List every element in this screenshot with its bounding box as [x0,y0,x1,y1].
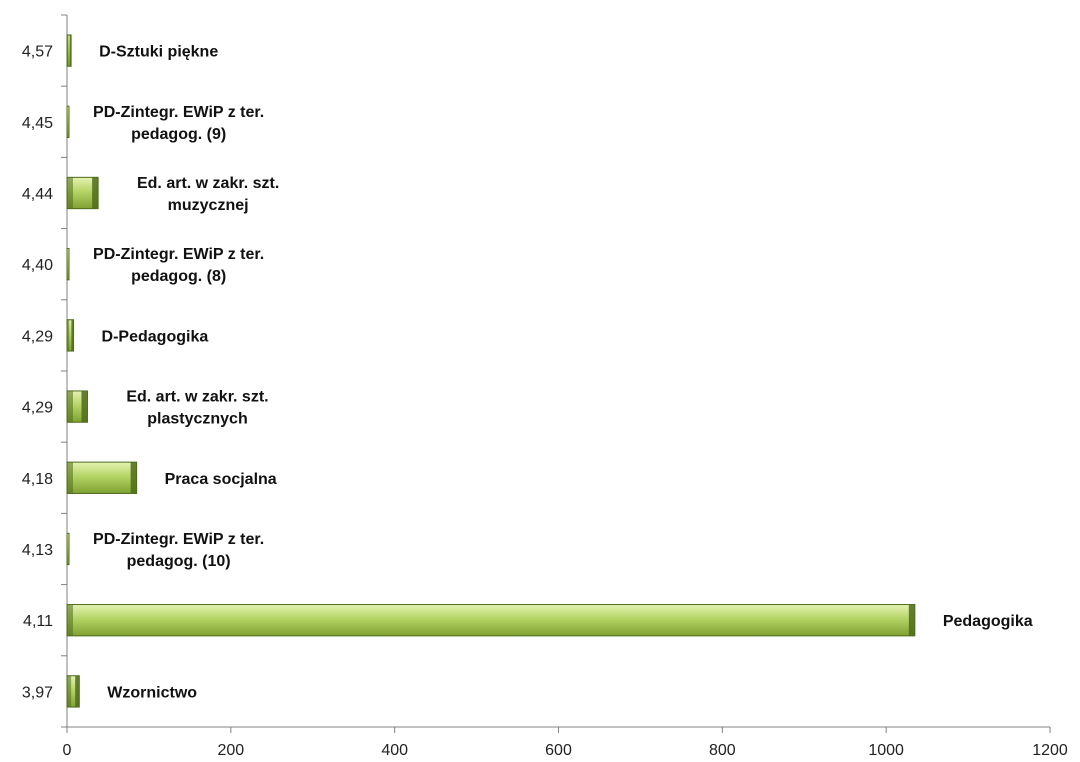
y-tick-label: 4,44 [22,186,53,203]
bar-label: muzycznej [168,197,249,214]
bar [66,105,70,138]
bar-label: pedagog. (10) [127,553,231,570]
bar-label: Ed. art. w zakr. szt. [137,175,279,192]
bar-start-cap [67,34,69,67]
x-tick-label: 1000 [868,742,904,759]
y-tick-label: 4,45 [22,115,53,132]
bar [66,248,70,281]
x-tick-label: 400 [381,742,408,759]
y-tick-label: 4,13 [22,542,53,559]
y-tick-label: 4,11 [23,613,53,630]
bar-end-cap [92,177,99,209]
y-tick-label: 4,57 [22,44,53,61]
bar [66,532,70,566]
y-tick-label: 3,97 [22,684,53,701]
bar-label: Ed. art. w zakr. szt. [126,389,268,406]
x-tick-label: 1200 [1032,742,1068,759]
bar-label: Wzornictwo [107,684,197,701]
bar-label: plastycznych [147,411,247,428]
bar-end-cap [81,390,88,423]
y-tick-label: 4,29 [22,328,53,345]
bar-start-cap [67,604,73,636]
bar-end-cap [908,604,915,636]
y-tick-label: 4,18 [22,471,53,488]
plot-area: 0 200 400 600 800 1000 1200 4,57 D-Sztuki piękne… [22,14,1068,759]
x-tick-label: 0 [63,742,72,759]
x-tick-label: 200 [217,742,244,759]
bar [66,604,916,637]
bar-label: Praca socjalna [165,471,277,488]
bar-end-cap [69,34,72,67]
bar-label: Pedagogika [943,613,1033,630]
y-tick-label: 4,40 [22,257,53,274]
x-tick-label: 600 [545,742,572,759]
x-tick-label: 800 [709,742,736,759]
bar-label: PD-Zintegr. EWiP z ter. [93,104,264,121]
bar-label: pedagog. (9) [131,126,226,143]
y-tick-label: 4,29 [22,400,53,417]
bar-label: D-Pedagogika [102,328,209,345]
bar-label: PD-Zintegr. EWiP z ter. [93,246,264,263]
bar-label: D-Sztuki piękne [99,44,218,61]
bar-end-cap [71,319,74,352]
bar-start-cap [67,319,70,352]
bar [66,461,138,494]
bar-start-cap [67,177,73,209]
bar-label: PD-Zintegr. EWiP z ter. [93,531,264,548]
bar-label: pedagog. (8) [131,268,226,285]
bar-start-cap [67,462,73,494]
bar-end-cap [75,675,80,708]
bar-start-cap [67,675,72,708]
bar-start-cap [67,390,73,423]
bar-end-cap [130,462,137,494]
